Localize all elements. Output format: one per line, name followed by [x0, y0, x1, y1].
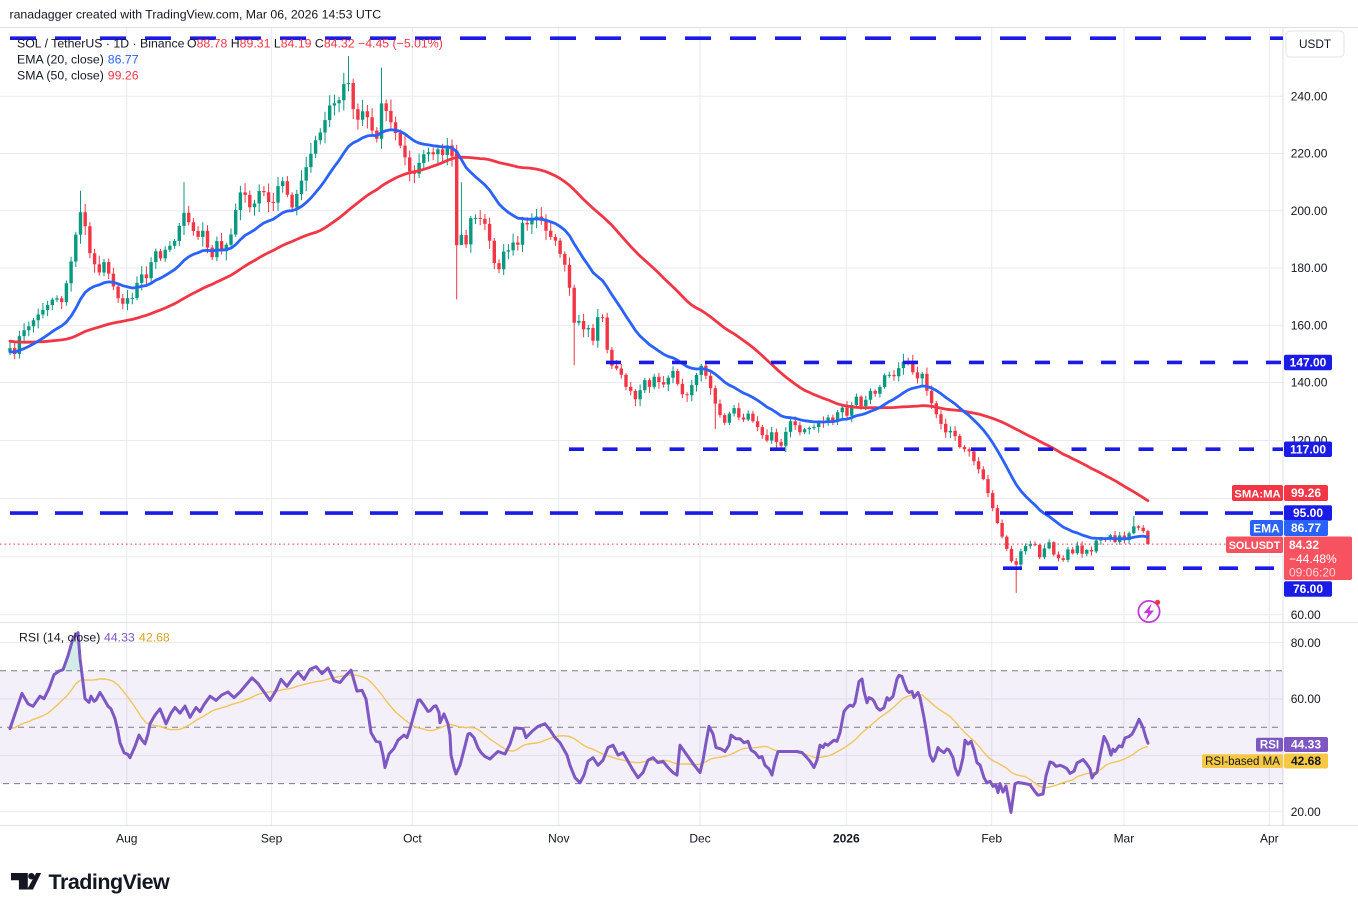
svg-text:80.00: 80.00 — [1291, 636, 1321, 650]
svg-text:EMA: EMA — [1253, 521, 1280, 535]
svg-text:60.00: 60.00 — [1291, 692, 1321, 706]
svg-text:44.33: 44.33 — [1291, 738, 1321, 752]
svg-text:SMA:MA: SMA:MA — [1234, 488, 1280, 500]
svg-text:TradingView: TradingView — [49, 870, 171, 894]
svg-text:95.00: 95.00 — [1293, 506, 1323, 520]
svg-text:SOLUSDT: SOLUSDT — [1229, 540, 1281, 552]
svg-text:117.00: 117.00 — [1290, 442, 1326, 456]
svg-text:RSI-based MA: RSI-based MA — [1205, 756, 1280, 768]
svg-text:Sep: Sep — [261, 832, 283, 846]
svg-text:09:06:20: 09:06:20 — [1289, 565, 1336, 579]
svg-text:76.00: 76.00 — [1293, 582, 1323, 596]
svg-text:Apr: Apr — [1260, 832, 1279, 846]
svg-text:SOL / TetherUS · 1D · Binance: SOL / TetherUS · 1D · Binance — [17, 37, 185, 51]
svg-text:240.00: 240.00 — [1291, 89, 1328, 103]
svg-text:147.00: 147.00 — [1290, 356, 1327, 370]
svg-text:SMA (50, close): SMA (50, close) — [17, 69, 104, 83]
svg-text:Aug: Aug — [116, 832, 137, 846]
svg-text:2026: 2026 — [833, 832, 860, 846]
svg-text:Oct: Oct — [403, 832, 422, 846]
svg-text:ranadagger created with Tradin: ranadagger created with TradingView.com,… — [10, 8, 382, 22]
svg-text:Dec: Dec — [689, 832, 710, 846]
svg-text:86.77: 86.77 — [1291, 521, 1321, 535]
svg-text:99.26: 99.26 — [108, 69, 139, 83]
svg-text:Feb: Feb — [981, 832, 1002, 846]
svg-text:RSI: RSI — [1260, 740, 1279, 752]
svg-text:O88.78 H89.31 L84.19 C84.32 −4: O88.78 H89.31 L84.19 C84.32 −4.45 (−5.01… — [187, 37, 443, 51]
svg-text:84.32: 84.32 — [1289, 538, 1319, 552]
svg-text:−44.48%: −44.48% — [1289, 552, 1337, 566]
svg-text:RSI (14, close): RSI (14, close) — [19, 631, 100, 645]
svg-text:44.33: 44.33 — [104, 631, 135, 645]
svg-text:86.77: 86.77 — [108, 53, 139, 67]
svg-text:42.68: 42.68 — [139, 631, 170, 645]
svg-text:Nov: Nov — [548, 832, 569, 846]
svg-text:20.00: 20.00 — [1291, 805, 1321, 819]
svg-text:160.00: 160.00 — [1291, 318, 1328, 332]
svg-text:200.00: 200.00 — [1291, 204, 1328, 218]
svg-text:Mar: Mar — [1114, 832, 1135, 846]
svg-text:42.68: 42.68 — [1291, 754, 1321, 768]
svg-text:USDT: USDT — [1299, 37, 1331, 51]
svg-text:EMA (20, close): EMA (20, close) — [17, 53, 104, 67]
svg-text:180.00: 180.00 — [1291, 261, 1328, 275]
svg-text:220.00: 220.00 — [1291, 147, 1328, 161]
svg-text:60.00: 60.00 — [1291, 608, 1321, 622]
svg-text:99.26: 99.26 — [1291, 486, 1321, 500]
svg-text:140.00: 140.00 — [1291, 376, 1328, 390]
